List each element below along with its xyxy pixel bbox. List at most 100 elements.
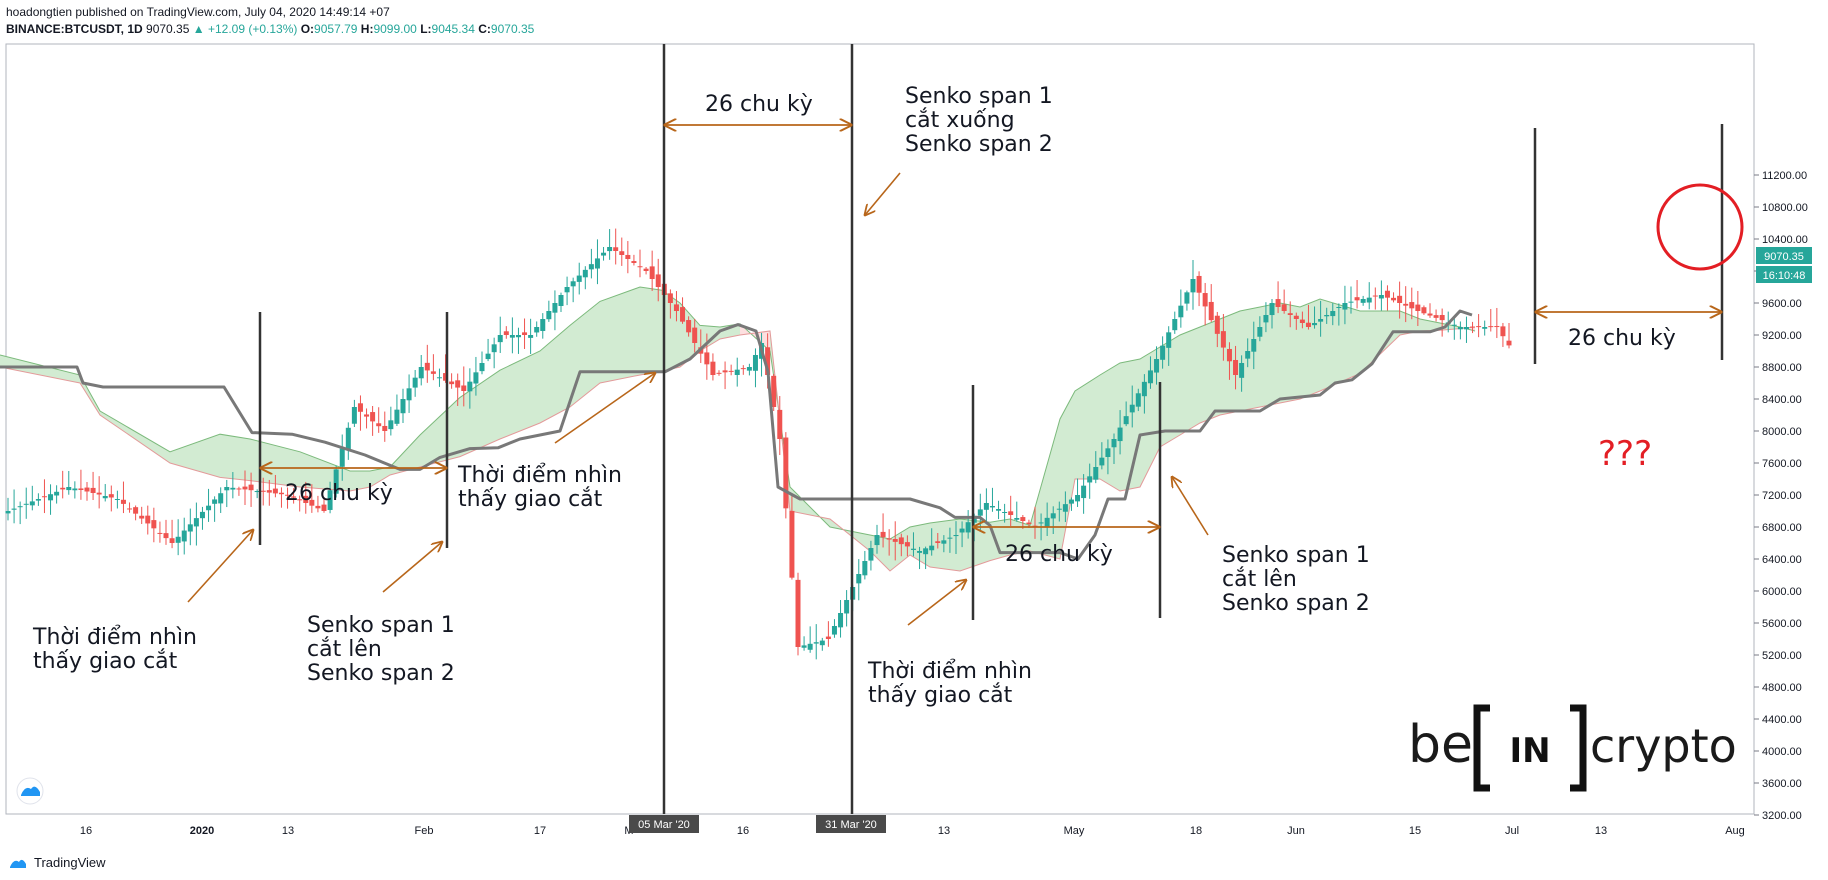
candle <box>1415 290 1421 326</box>
candle <box>1372 287 1378 310</box>
candle <box>102 484 108 502</box>
question-marks: ??? <box>1598 434 1652 474</box>
candle <box>880 513 886 548</box>
y-tick-label: 3600.00 <box>1762 778 1802 790</box>
candle <box>388 406 394 436</box>
candle <box>418 355 424 386</box>
symbol-name[interactable]: BINANCE:BTCUSDT, 1D <box>6 22 143 36</box>
cloud-segment <box>1320 299 1360 391</box>
seen-cross-line-2: thấy giao cắt <box>868 683 1013 708</box>
candle <box>303 481 309 514</box>
period-label: 26 chu kỳ <box>285 481 393 506</box>
candle <box>436 368 442 387</box>
candle <box>17 501 23 525</box>
candle <box>193 502 199 546</box>
candle <box>607 229 613 260</box>
time-axis[interactable]: 16202013Feb17M1613May18Jun15Jul13Aug <box>80 825 1745 837</box>
candle <box>576 262 582 295</box>
last-price: 9070.35 <box>146 22 190 36</box>
candle <box>1494 307 1500 339</box>
cloud-segment <box>420 397 460 467</box>
cloud-segment <box>460 370 500 457</box>
candle <box>473 356 479 396</box>
candle <box>1190 259 1196 310</box>
highlight-circle <box>1656 183 1744 271</box>
y-tick-label: 4400.00 <box>1762 714 1802 726</box>
y-tick-label: 4000.00 <box>1762 746 1802 758</box>
candle <box>1178 289 1184 328</box>
candle <box>789 495 795 580</box>
candle <box>601 246 607 261</box>
candle <box>1457 321 1463 340</box>
tradingview-logo-badge[interactable] <box>16 777 44 805</box>
candle <box>570 277 576 303</box>
cloud-segment <box>1240 307 1260 411</box>
candle <box>449 373 455 389</box>
cloud-icon <box>21 786 40 796</box>
open-value: 9057.79 <box>314 22 358 36</box>
candle <box>151 507 157 543</box>
candle <box>588 248 594 279</box>
candle <box>868 540 874 571</box>
candle <box>1263 302 1269 333</box>
x-tick-label: 13 <box>282 825 294 837</box>
candle <box>430 354 436 381</box>
candle <box>120 481 126 514</box>
cloud-segment <box>600 287 640 383</box>
x-tick-label: Aug <box>1725 825 1745 837</box>
cross-up-line-3: Senko span 2 <box>1222 591 1370 616</box>
candle <box>1299 311 1305 329</box>
countdown-badge <box>1756 266 1812 283</box>
cloud-segment <box>1075 375 1100 479</box>
candle <box>1062 491 1068 523</box>
candle <box>983 488 989 522</box>
candle <box>181 517 187 555</box>
seen-cross-line-1: Thời điểm nhìn <box>457 463 622 488</box>
footer-brand[interactable]: TradingView <box>34 855 106 870</box>
candle <box>1251 321 1257 370</box>
candle <box>175 519 181 556</box>
x-tick-label: May <box>1064 825 1085 837</box>
candle <box>157 521 163 543</box>
period-label: 26 chu kỳ <box>1005 542 1113 567</box>
candle <box>1135 388 1141 412</box>
candle <box>1360 295 1366 306</box>
y-tick-label: 6400.00 <box>1762 554 1802 566</box>
candle <box>1312 306 1318 329</box>
candle <box>406 374 412 413</box>
cloud-segment <box>910 523 930 567</box>
candle <box>1099 442 1105 470</box>
candle <box>497 316 503 353</box>
last-price-badge-text: 9070.35 <box>1764 251 1804 263</box>
candle <box>1002 503 1008 523</box>
candle <box>114 490 120 509</box>
y-tick-label: 10800.00 <box>1762 202 1808 214</box>
candle <box>546 300 552 322</box>
cross-up-line-2: cắt lên <box>1222 567 1297 592</box>
candle <box>923 546 929 570</box>
candle <box>1087 463 1093 499</box>
cloud-segment <box>220 434 250 481</box>
y-tick-label: 11200.00 <box>1762 170 1807 182</box>
candle <box>260 477 266 506</box>
x-tick-label: 16 <box>80 825 92 837</box>
candle <box>199 506 205 530</box>
candle <box>1397 281 1403 319</box>
candle <box>370 405 376 436</box>
x-tick-label: 2020 <box>190 825 214 837</box>
candle <box>266 479 272 506</box>
y-tick-label: 8800.00 <box>1762 362 1802 374</box>
candle <box>1391 292 1397 303</box>
cloud-segment <box>1280 303 1300 403</box>
candle <box>309 484 315 513</box>
candle <box>1281 289 1287 314</box>
countdown-badge-text: 16:10:48 <box>1763 270 1806 282</box>
candle <box>831 619 837 638</box>
candle <box>1196 271 1202 307</box>
candle <box>1214 311 1220 348</box>
cloud-segment <box>1180 327 1200 435</box>
candle <box>127 502 133 513</box>
candle <box>1366 282 1372 310</box>
candle <box>485 338 491 362</box>
